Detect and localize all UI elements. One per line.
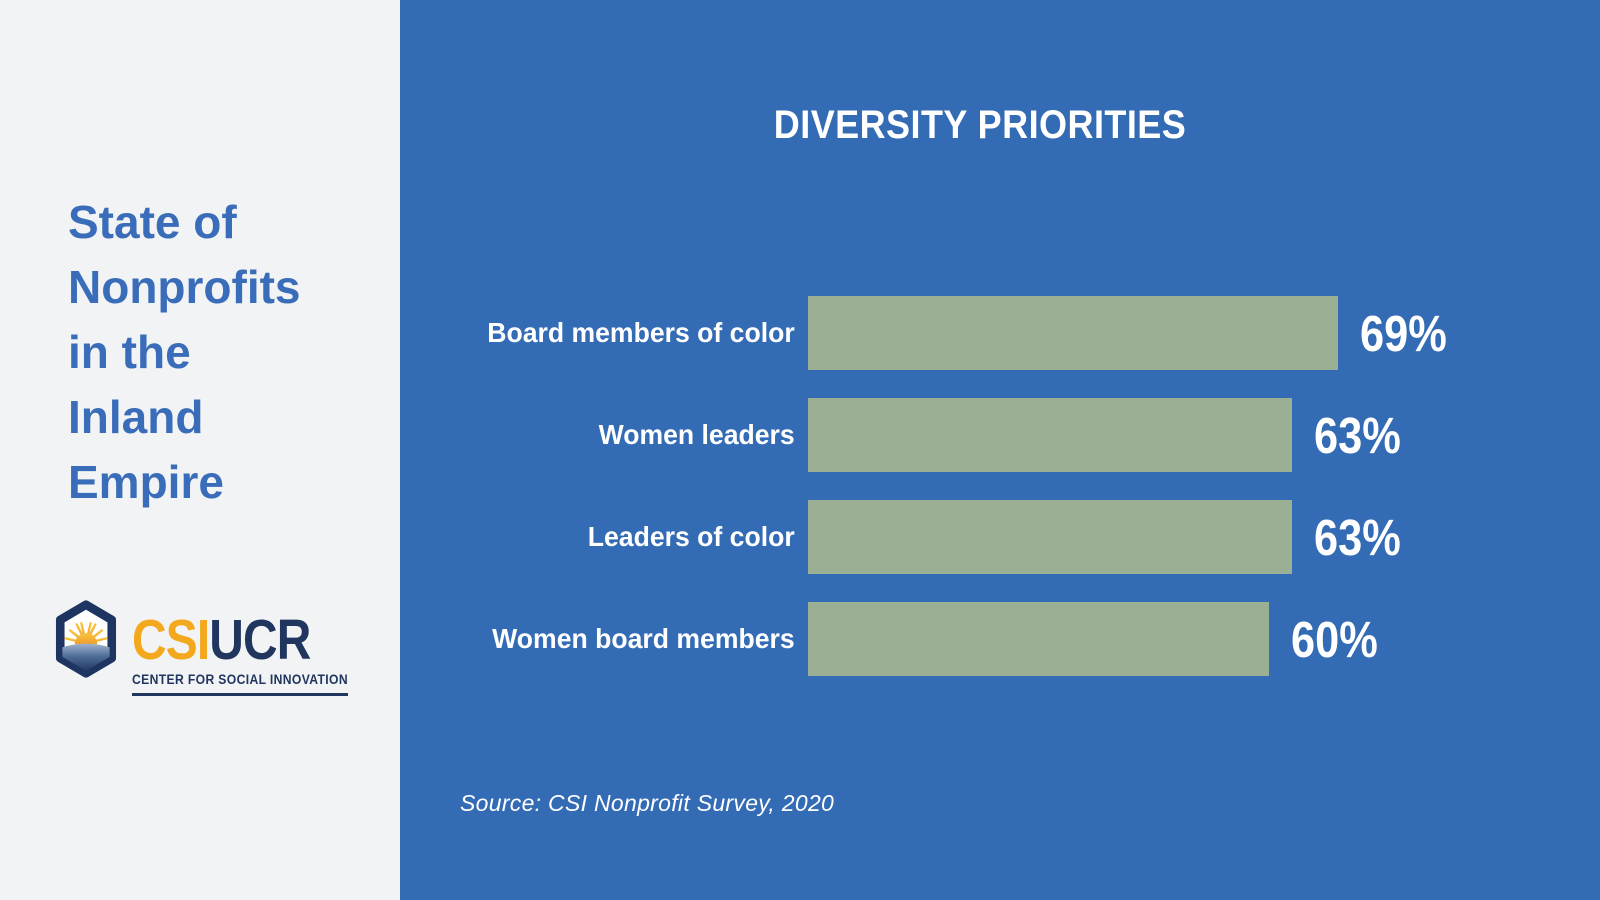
chart-row: Board members of color 69% (400, 296, 1600, 370)
logo-acronym-ucr: UCR (209, 608, 311, 672)
bar-label: Women board members (492, 623, 795, 654)
logo-tagline-underline: CENTER FOR SOCIAL INNOVATION (132, 671, 348, 696)
logo-tagline: CENTER FOR SOCIAL INNOVATION (132, 672, 348, 687)
chart-row: Leaders of color 63% (400, 500, 1600, 574)
bar-value: 69% (1360, 304, 1447, 362)
bar (808, 398, 1292, 472)
bar-value: 63% (1314, 406, 1401, 464)
source-note: Source: CSI Nonprofit Survey, 2020 (460, 790, 835, 816)
chart-row: Women board members 60% (400, 602, 1600, 676)
bar-label: Board members of color (487, 317, 795, 348)
chart-row: Women leaders 63% (400, 398, 1600, 472)
bar-value: 63% (1314, 508, 1401, 566)
chart-title: DIVERSITY PRIORITIES (773, 103, 1187, 147)
csi-ucr-logo: CSIUCR CENTER FOR SOCIAL INNOVATION (53, 596, 372, 696)
left-panel: State of Nonprofits in the Inland Empire (0, 0, 400, 900)
report-title: State of Nonprofits in the Inland Empire (68, 196, 301, 508)
logo-text: CSIUCR CENTER FOR SOCIAL INNOVATION (132, 596, 372, 696)
bar-label: Leaders of color (587, 521, 795, 552)
logo-wordmark: CSIUCR (132, 612, 334, 669)
bar-label: Women leaders (598, 419, 795, 450)
bar (808, 602, 1269, 676)
logo-acronym-csi: CSI (132, 608, 210, 672)
sunrise-hexagon-icon (55, 600, 117, 678)
bar (808, 296, 1338, 370)
chart-rows: Board members of color 69% Women leaders 63… (400, 296, 1600, 704)
bar-value: 60% (1291, 610, 1378, 668)
bar (808, 500, 1292, 574)
